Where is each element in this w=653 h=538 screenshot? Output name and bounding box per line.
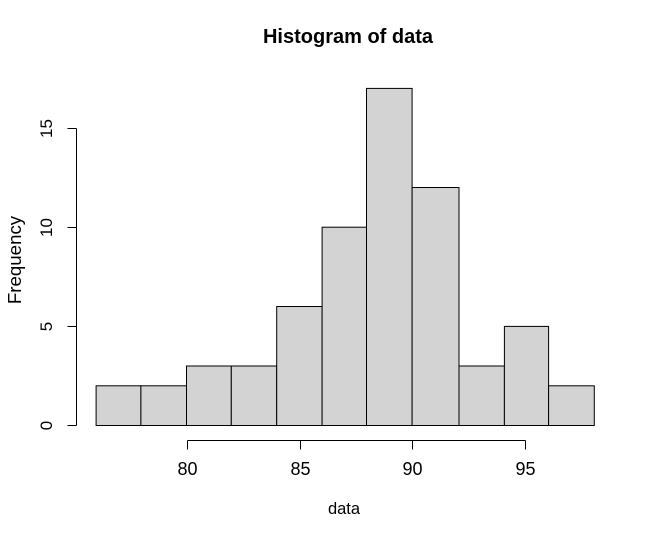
svg-text:5: 5 — [37, 322, 56, 331]
svg-text:80: 80 — [177, 459, 197, 479]
svg-text:Frequency: Frequency — [4, 215, 25, 304]
svg-text:data: data — [328, 500, 361, 518]
svg-text:95: 95 — [515, 459, 535, 479]
svg-text:0: 0 — [37, 421, 56, 430]
svg-text:15: 15 — [37, 119, 56, 138]
svg-text:10: 10 — [37, 218, 56, 237]
svg-text:85: 85 — [290, 459, 310, 479]
svg-text:Histogram of data: Histogram of data — [263, 26, 434, 48]
svg-text:90: 90 — [402, 459, 422, 479]
